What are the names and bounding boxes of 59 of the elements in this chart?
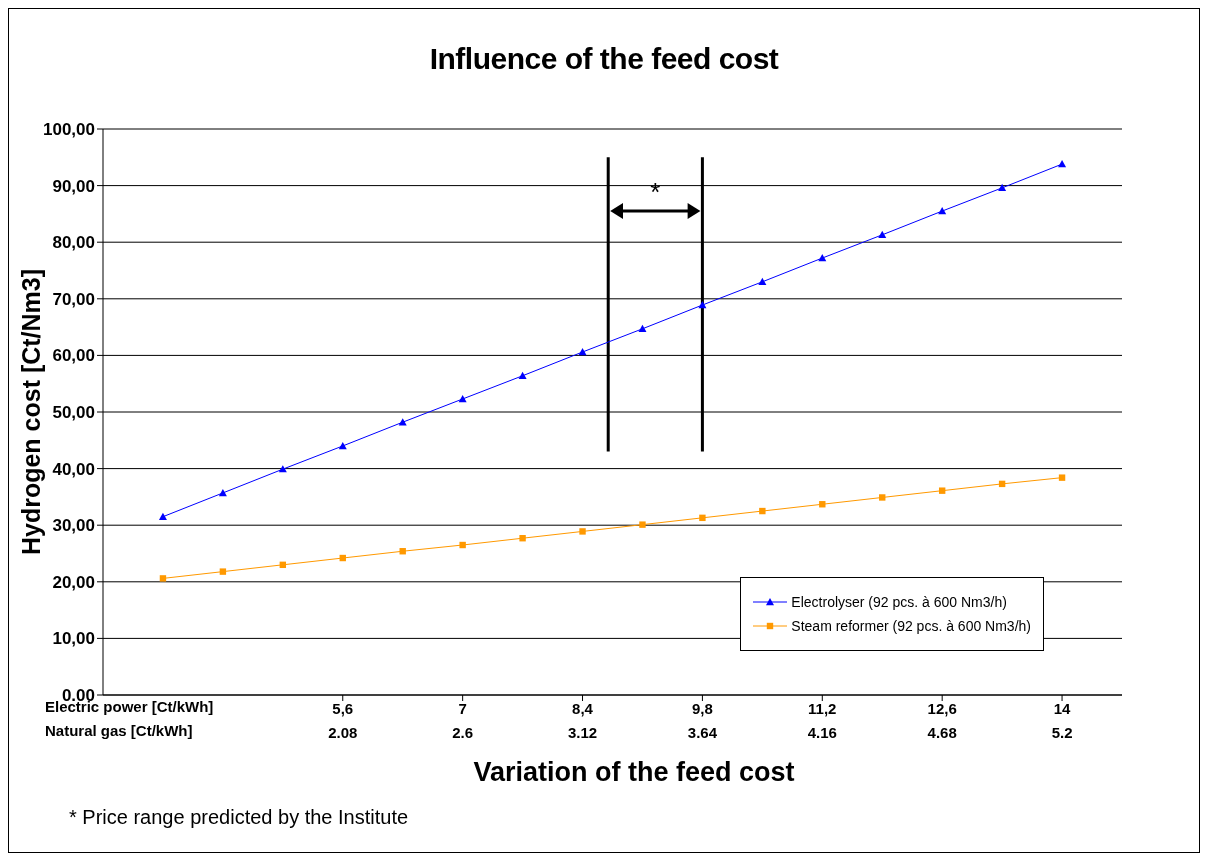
- point: [278, 465, 287, 473]
- text: * Price range predicted by the Institute: [68, 806, 410, 829]
- x-tick-label: 7: [458, 699, 467, 717]
- point: [158, 512, 167, 520]
- x2-tick-label: 5.2: [1051, 723, 1073, 741]
- point: [579, 528, 586, 535]
- y-tick-label: 10,00: [52, 629, 95, 649]
- x-tick-label: 8,4: [572, 699, 594, 717]
- text: Variation of the feed cost: [472, 757, 796, 788]
- point: [638, 324, 647, 332]
- point: [818, 254, 827, 262]
- x-tick-label: 14: [1053, 699, 1072, 717]
- x2-tick-label: 4.68: [927, 723, 957, 741]
- point: [879, 494, 886, 501]
- x2-tick-label: 4.16: [807, 723, 837, 741]
- y-tick-label: 90,00: [52, 176, 95, 196]
- y-tick-label: 80,00: [52, 233, 95, 253]
- y-tick-label: 40,00: [52, 459, 95, 479]
- point: [938, 207, 947, 215]
- point: [459, 541, 466, 549]
- point: [519, 535, 526, 542]
- chart-title: Influence of the feed cost: [428, 41, 780, 77]
- x-tick-label: 9,8: [691, 699, 713, 717]
- x-tick-label: 12,6: [927, 699, 957, 717]
- x2-tick-label: 3.12: [567, 723, 598, 741]
- x-tick-label: 5,6: [332, 699, 354, 717]
- point: [1058, 474, 1066, 481]
- x-tick-label: 11,2: [808, 699, 837, 717]
- point: [878, 230, 887, 239]
- annotation: *: [650, 177, 661, 208]
- x2-axis-title: Natural gas [Ct/kWh]: [45, 722, 193, 740]
- point: [518, 371, 527, 379]
- x2-tick-label: 2.6: [452, 723, 474, 741]
- point: [458, 394, 467, 403]
- point: [1058, 160, 1067, 168]
- point: [998, 183, 1007, 192]
- x2-tick-label: 3.64: [687, 723, 718, 741]
- legend-label: Electrolyser (92 pcs. à 600 Nm3/h): [791, 594, 1007, 610]
- y-tick-label: 20,00: [52, 572, 95, 592]
- y-axis-title: Hydrogen cost [Ct/Nm3]: [16, 268, 45, 556]
- y-tick-label: 70,00: [52, 289, 95, 309]
- y-tick-label: 60,00: [52, 346, 95, 366]
- point: [938, 487, 946, 494]
- point: [398, 418, 407, 426]
- point: [698, 301, 707, 309]
- point: [159, 575, 167, 582]
- x2-tick-label: 2.08: [328, 723, 358, 741]
- y-tick-label: 50,00: [52, 403, 95, 423]
- y-tick-label: 100,00: [43, 120, 95, 140]
- point: [218, 488, 227, 497]
- point: [699, 514, 706, 522]
- point: [578, 348, 587, 356]
- point: [758, 277, 767, 286]
- y-tick-label: 30,00: [52, 516, 95, 536]
- point: [219, 568, 227, 575]
- point: [759, 507, 766, 515]
- point: [639, 521, 646, 528]
- legend-label: Steam reformer (92 pcs. à 600 Nm3/h): [791, 618, 1031, 634]
- point: [338, 441, 347, 450]
